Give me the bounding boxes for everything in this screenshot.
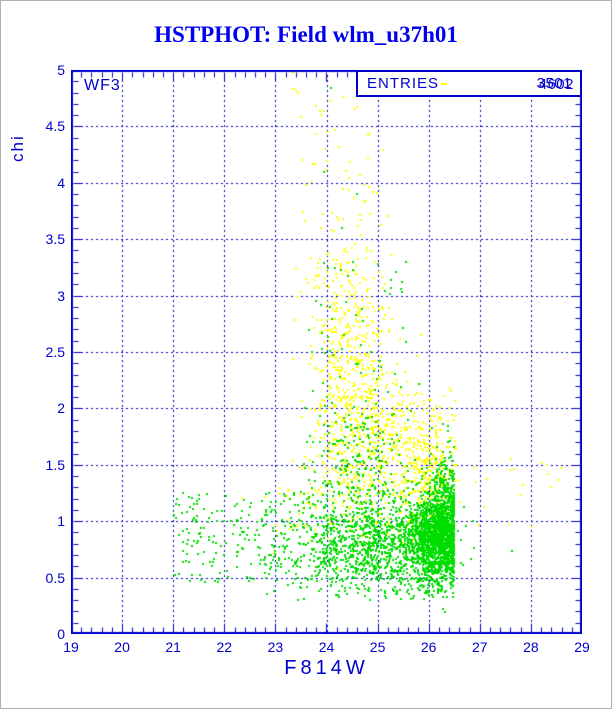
page-title: HSTPHOT: Field wlm_u37h01	[154, 22, 458, 47]
y-tick-label: 2	[57, 400, 65, 417]
scatter-canvas	[71, 70, 582, 634]
y-tick-label: 3.5	[45, 231, 65, 248]
x-tick-label: 21	[165, 639, 181, 655]
x-tick-label: 28	[523, 639, 539, 655]
y-tick-label: 4	[57, 174, 65, 191]
stats-values: 4602 3501	[512, 75, 574, 93]
x-tick-label: 24	[318, 639, 335, 655]
x-tick-label: 19	[63, 639, 79, 655]
y-tick-label: 1	[57, 513, 65, 530]
x-tick-label: 22	[216, 639, 233, 655]
x-tick-label: 25	[369, 639, 386, 655]
plot-frame	[71, 70, 582, 634]
stats-label: ENTRIES	[367, 75, 440, 92]
y-tick-label: 3	[57, 287, 65, 304]
stats-box: ENTRIES 4602 3501	[356, 70, 582, 97]
y-tick-label: 1.5	[45, 456, 65, 473]
y-tick-label: 0	[57, 626, 65, 642]
x-tick-label: 20	[114, 639, 130, 655]
x-axis-label: F814W	[284, 657, 369, 679]
x-tick-label: 27	[472, 639, 488, 655]
y-tick-label: 0.5	[45, 569, 65, 586]
y-tick-label: 5	[57, 62, 65, 78]
x-tick-label: 26	[420, 639, 437, 655]
stats-value-secondary: 4602	[538, 76, 574, 93]
stats-value-primary: 3501	[536, 75, 572, 92]
y-tick-label: 4.5	[45, 118, 65, 135]
x-tick-label: 29	[574, 639, 590, 655]
y-axis-label: chi	[8, 134, 27, 162]
x-tick-label: 23	[267, 639, 284, 655]
entries-overprint-mark	[441, 82, 448, 85]
y-tick-label: 2.5	[45, 344, 65, 360]
detector-label: WF3	[84, 77, 121, 94]
